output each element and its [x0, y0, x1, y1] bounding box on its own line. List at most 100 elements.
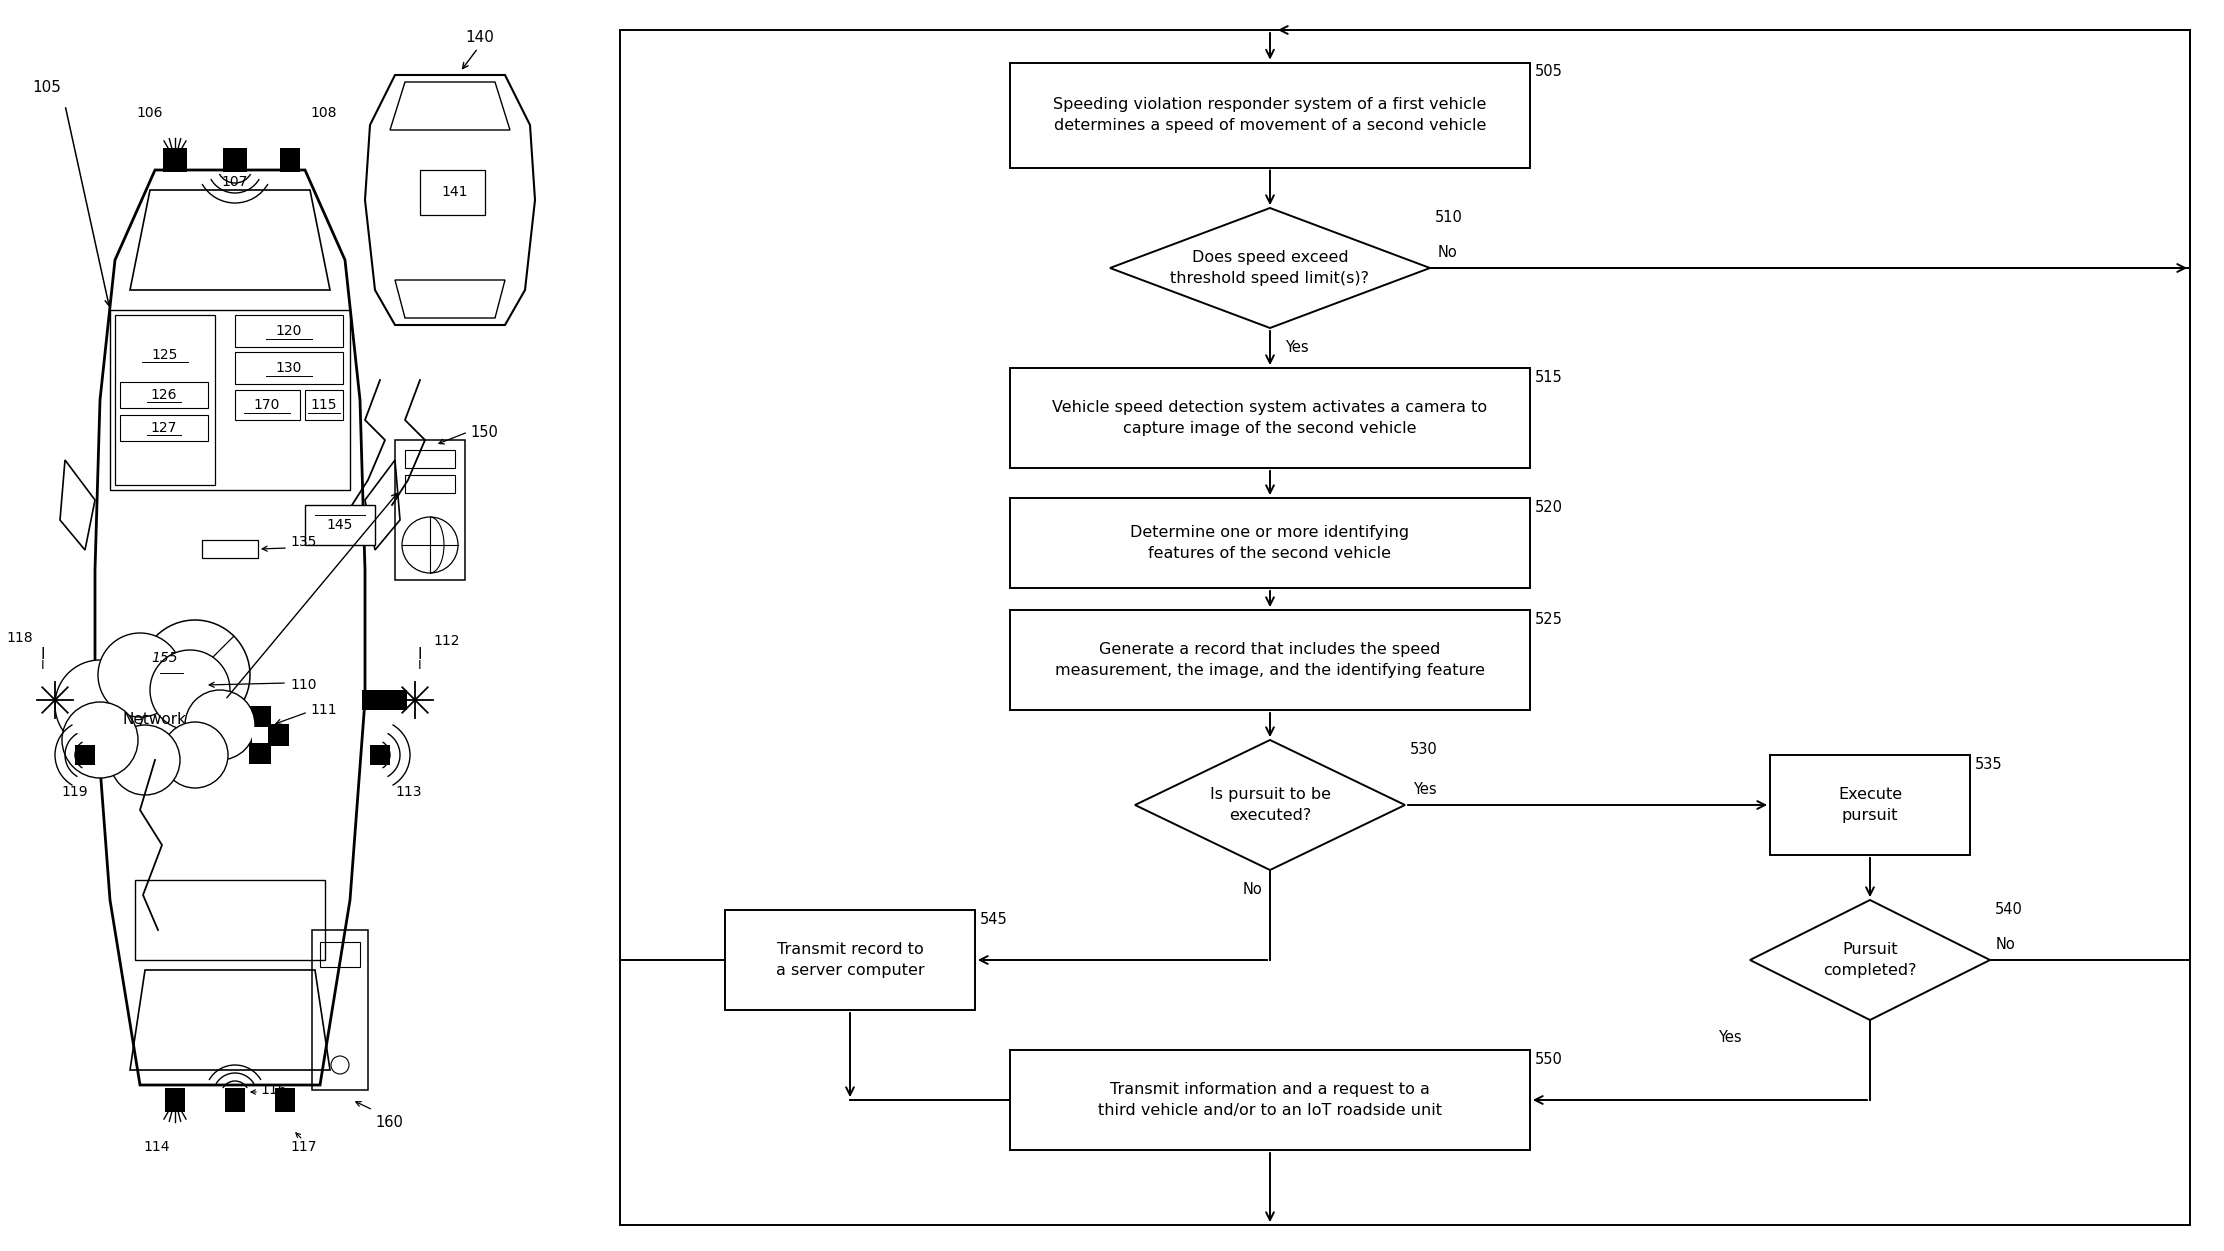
Text: 505: 505: [1535, 65, 1563, 80]
Bar: [236, 390, 300, 420]
Bar: [1010, 498, 1530, 588]
Text: 113: 113: [396, 784, 423, 799]
Text: Network: Network: [122, 713, 187, 728]
Bar: [1010, 63, 1530, 168]
Bar: [280, 148, 300, 171]
Bar: [202, 540, 258, 558]
Text: 105: 105: [31, 80, 60, 95]
Bar: [251, 727, 269, 743]
Text: 150: 150: [469, 425, 498, 440]
Text: No: No: [1995, 937, 2015, 952]
Circle shape: [56, 661, 145, 751]
Text: I: I: [418, 647, 423, 662]
Text: 108: 108: [309, 106, 336, 120]
Text: 130: 130: [276, 362, 302, 375]
Text: Yes: Yes: [1412, 782, 1437, 797]
Text: 530: 530: [1410, 742, 1437, 757]
Bar: [725, 909, 974, 1010]
Text: Vehicle speed detection system activates a camera to
capture image of the second: Vehicle speed detection system activates…: [1052, 400, 1488, 437]
Circle shape: [98, 633, 182, 717]
Text: 550: 550: [1535, 1052, 1563, 1067]
Circle shape: [162, 722, 229, 788]
Bar: [236, 315, 342, 347]
Text: I: I: [42, 659, 44, 672]
Bar: [1010, 610, 1530, 711]
Bar: [116, 315, 216, 485]
Text: 540: 540: [1995, 902, 2024, 917]
Bar: [236, 352, 342, 384]
Text: 125: 125: [151, 348, 178, 362]
Text: No: No: [1439, 245, 1457, 260]
Text: 110: 110: [289, 678, 316, 692]
Bar: [405, 475, 456, 493]
Text: 120: 120: [276, 324, 302, 338]
Bar: [1770, 756, 1970, 854]
Text: Transmit information and a request to a
third vehicle and/or to an IoT roadside : Transmit information and a request to a …: [1099, 1082, 1441, 1118]
Bar: [363, 691, 407, 711]
Text: Transmit record to
a server computer: Transmit record to a server computer: [776, 942, 925, 978]
Bar: [225, 1088, 245, 1112]
Text: Yes: Yes: [1285, 340, 1308, 355]
Bar: [305, 505, 376, 545]
Text: Determine one or more identifying
features of the second vehicle: Determine one or more identifying featur…: [1130, 525, 1410, 560]
Text: 140: 140: [465, 30, 494, 45]
Text: 116: 116: [260, 1083, 287, 1097]
Bar: [231, 724, 289, 746]
Text: I: I: [418, 659, 423, 672]
Polygon shape: [1110, 208, 1430, 328]
Text: Speeding violation responder system of a first vehicle
determines a speed of mov: Speeding violation responder system of a…: [1054, 98, 1486, 133]
Text: 119: 119: [62, 784, 89, 799]
Bar: [136, 879, 325, 960]
Bar: [120, 415, 209, 442]
Text: I: I: [40, 647, 44, 662]
Text: 515: 515: [1535, 370, 1563, 385]
Bar: [222, 148, 247, 171]
Text: 135: 135: [289, 535, 316, 549]
Bar: [369, 746, 389, 766]
Text: 520: 520: [1535, 500, 1563, 515]
Text: 145: 145: [327, 518, 354, 532]
Bar: [420, 170, 485, 215]
Bar: [165, 1088, 185, 1112]
Bar: [276, 1088, 296, 1112]
Text: 115: 115: [311, 398, 338, 412]
Circle shape: [185, 691, 256, 761]
Bar: [320, 942, 360, 967]
Bar: [1010, 1050, 1530, 1150]
Text: Does speed exceed
threshold speed limit(s)?: Does speed exceed threshold speed limit(…: [1170, 250, 1370, 286]
Text: 141: 141: [443, 185, 469, 199]
Bar: [305, 390, 342, 420]
Text: Execute
pursuit: Execute pursuit: [1837, 787, 1902, 823]
Text: 117: 117: [289, 1140, 316, 1153]
Text: 510: 510: [1434, 210, 1463, 225]
Text: 111: 111: [309, 703, 336, 717]
Text: 535: 535: [1975, 757, 2002, 772]
Bar: [396, 440, 465, 580]
Circle shape: [62, 702, 138, 778]
Polygon shape: [1750, 899, 1990, 1020]
Text: 545: 545: [981, 912, 1007, 927]
Bar: [76, 746, 96, 766]
Text: 114: 114: [145, 1140, 171, 1153]
Bar: [311, 929, 367, 1090]
Text: 112: 112: [434, 634, 460, 648]
Text: 127: 127: [151, 422, 178, 435]
Polygon shape: [1134, 741, 1406, 869]
Circle shape: [149, 651, 229, 731]
Text: 170: 170: [254, 398, 280, 412]
Text: 118: 118: [7, 631, 33, 646]
Text: 126: 126: [151, 388, 178, 402]
Bar: [120, 382, 209, 408]
Text: Yes: Yes: [1719, 1030, 1741, 1045]
Circle shape: [149, 656, 240, 746]
Bar: [1010, 368, 1530, 468]
Bar: [249, 706, 271, 764]
Bar: [62, 691, 109, 711]
Text: 106: 106: [136, 106, 162, 120]
Text: 155: 155: [151, 651, 178, 666]
Text: Is pursuit to be
executed?: Is pursuit to be executed?: [1210, 787, 1330, 823]
Bar: [109, 310, 349, 490]
Text: 525: 525: [1535, 612, 1563, 627]
Circle shape: [109, 726, 180, 794]
Text: No: No: [1243, 882, 1261, 897]
